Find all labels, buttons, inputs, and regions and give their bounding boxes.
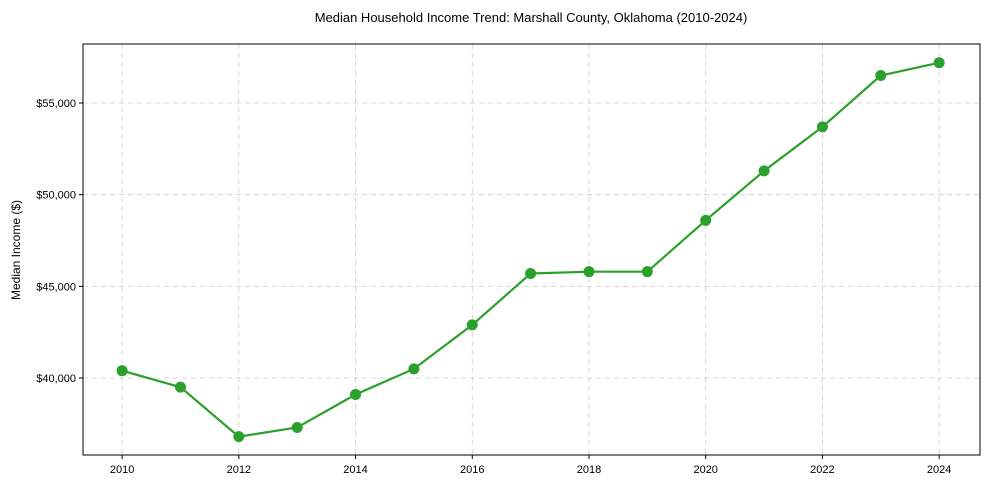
data-point-2021 (758, 165, 770, 177)
data-point-2019 (641, 266, 653, 278)
plot-frame (82, 43, 981, 456)
data-point-2022 (816, 121, 828, 133)
data-point-2015 (408, 363, 420, 375)
data-point-2012 (233, 431, 245, 443)
data-point-2018 (583, 266, 595, 278)
x-tick-label: 2010 (110, 464, 134, 476)
data-point-2010 (116, 365, 128, 377)
data-point-2017 (525, 268, 537, 280)
series-line (121, 61, 940, 438)
data-point-2020 (700, 214, 712, 226)
x-tick-label: 2016 (460, 464, 484, 476)
x-tick-label: 2024 (927, 464, 951, 476)
data-point-2023 (875, 70, 887, 82)
x-tick-label: 2014 (343, 464, 367, 476)
x-tick-label: 2018 (577, 464, 601, 476)
y-tick-label: $45,000 (36, 281, 76, 293)
y-tick-label: $40,000 (36, 373, 76, 385)
y-axis-label: Median Income ($) (9, 200, 23, 300)
data-point-2013 (291, 422, 303, 434)
data-point-2011 (174, 381, 186, 393)
y-tick-label: $55,000 (36, 98, 76, 110)
x-tick-label: 2020 (693, 464, 717, 476)
data-point-2016 (466, 319, 478, 331)
x-tick-label: 2012 (227, 464, 251, 476)
data-point-2014 (350, 389, 362, 401)
y-tick-label: $50,000 (36, 190, 76, 202)
data-point-2024 (933, 57, 945, 69)
chart-title: Median Household Income Trend: Marshall … (315, 10, 748, 25)
x-tick-label: 2022 (810, 464, 834, 476)
